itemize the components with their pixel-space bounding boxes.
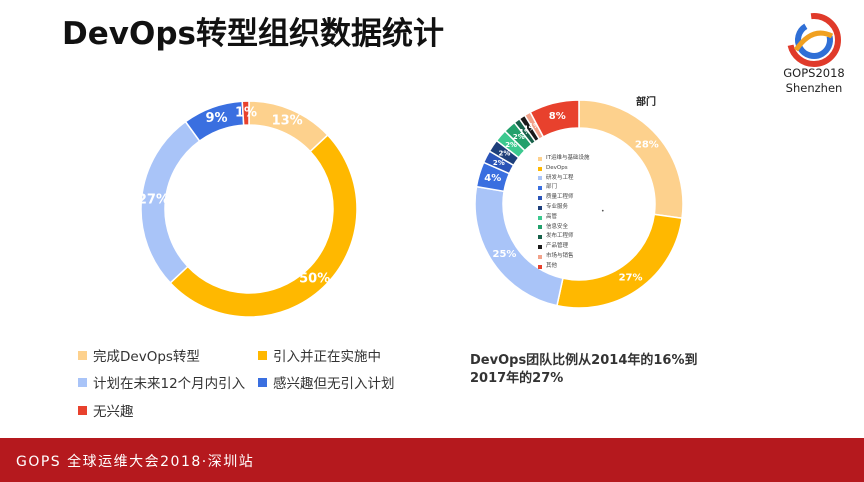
chart2-legend-label-3: 部门 <box>546 184 558 191</box>
chart2-legend-swatch-6 <box>538 215 542 220</box>
chart1-legend-swatch-3 <box>258 377 267 387</box>
logo-text-line1: GOPS2018 <box>783 66 845 80</box>
chart2-label-6: 2% <box>505 141 517 149</box>
chart2-legend-item-5: 专业服务 <box>538 203 589 213</box>
chart1-label-2: 27% <box>138 192 169 207</box>
chart2-legend-swatch-2 <box>538 176 542 181</box>
chart2-legend-label-6: 高管 <box>546 213 558 220</box>
chart1-legend-item-3: 感兴趣但无引入计划 <box>258 372 395 392</box>
footer-text: GOPS 全球运维大会2018·深圳站 <box>16 454 255 470</box>
chart2-legend-label-9: 产品管理 <box>546 243 569 250</box>
chart1-legend-item-4: 无兴趣 <box>78 400 134 420</box>
chart2-label-0: 28% <box>635 139 659 150</box>
chart2-label-1: 27% <box>619 272 643 283</box>
chart2-legend-label-5: 专业服务 <box>546 203 569 210</box>
chart2-label-10: 1% <box>528 122 540 130</box>
chart1-legend-label-0: 完成DevOps转型 <box>93 349 200 365</box>
chart1-label-1: 50% <box>299 271 330 286</box>
chart2-legend-label-7: 信息安全 <box>546 223 569 230</box>
chart2-legend-item-4: 质量工程师 <box>538 193 589 203</box>
chart2-legend-label-2: 研发与工程 <box>546 174 574 181</box>
chart2-label-3: 4% <box>484 173 501 184</box>
chart2-title: 部门 <box>636 97 656 108</box>
chart1-label-4: 1% <box>235 106 257 121</box>
chart2-legend-item-11: 其他 <box>538 262 589 272</box>
chart1-slice-1 <box>169 134 358 318</box>
chart2-label-2: 25% <box>492 249 516 260</box>
trend-note: DevOps团队比例从2014年的16%到 2017年的27% <box>470 352 770 388</box>
chart2-legend-swatch-11 <box>538 264 542 269</box>
chart1-legend-swatch-2 <box>78 377 87 387</box>
chart2-legend-swatch-3 <box>538 186 542 191</box>
chart2-legend-item-1: DevOps <box>538 164 589 174</box>
page-title: DevOps转型组织数据统计 <box>62 16 444 52</box>
chart2-legend-item-7: 信息安全 <box>538 223 589 233</box>
chart2-legend-swatch-0 <box>538 156 542 161</box>
chart2-label-8: 1% <box>519 128 531 136</box>
chart1-legend-swatch-0 <box>78 350 87 360</box>
chart2-legend-item-10: 市场与销售 <box>538 252 589 262</box>
chart2-legend-label-10: 市场与销售 <box>546 252 574 259</box>
chart1-legend-label-3: 感兴趣但无引入计划 <box>273 376 395 392</box>
trend-note-line1: DevOps团队比例从2014年的16%到 <box>470 353 698 368</box>
chart2-legend-swatch-10 <box>538 254 542 259</box>
chart2-legend-label-1: DevOps <box>546 164 568 171</box>
chart2-label-5: 2% <box>499 150 511 158</box>
chart1-legend-label-2: 计划在未来12个月内引入 <box>93 376 246 392</box>
chart2-legend-swatch-8 <box>538 235 542 240</box>
chart2-legend-item-0: IT运维与基础设施 <box>538 154 589 164</box>
chart1-legend-label-1: 引入并正在实施中 <box>273 349 381 365</box>
chart2-legend: IT运维与基础设施 DevOps 研发与工程部门质量工程师专业服务高管信息安全发布工… <box>538 154 589 272</box>
chart1-legend-item-0: 完成DevOps转型 <box>78 345 200 365</box>
chart2-legend-swatch-1 <box>538 166 542 171</box>
chart2-legend-swatch-5 <box>538 205 542 210</box>
chart2-legend-label-11: 其他 <box>546 262 558 269</box>
chart2-slice-0 <box>578 99 684 220</box>
chart2-slice-11 <box>529 99 580 138</box>
chart2-label-4: 2% <box>493 159 505 167</box>
chart2-legend-swatch-9 <box>538 245 542 250</box>
trend-note-line2: 2017年的27% <box>470 371 564 386</box>
chart2-legend-swatch-7 <box>538 225 542 230</box>
chart2-legend-item-9: 产品管理 <box>538 242 589 252</box>
chart1-legend-item-1: 引入并正在实施中 <box>258 345 381 365</box>
chart2-label-7: 2% <box>513 133 525 141</box>
chart1-label-3: 9% <box>205 111 227 126</box>
chart2-legend-item-8: 发布工程师 <box>538 232 589 242</box>
chart1-label-0: 13% <box>272 113 303 128</box>
gops-logo-icon <box>787 13 841 67</box>
chart2-legend-item-3: 部门 <box>538 183 589 193</box>
chart2-legend-item-6: 高管 <box>538 213 589 223</box>
chart2-legend-label-8: 发布工程师 <box>546 233 574 240</box>
chart2-legend-swatch-4 <box>538 196 542 201</box>
chart1-legend-swatch-4 <box>78 405 87 415</box>
footer-bar: GOPS 全球运维大会2018·深圳站 <box>0 438 864 482</box>
chart1-legend-item-2: 计划在未来12个月内引入 <box>78 372 245 392</box>
chart1-slice-4 <box>241 100 250 126</box>
logo-text-line2: Shenzhen <box>785 81 843 95</box>
chart2-label-9: 1% <box>524 125 536 133</box>
chart1-legend-label-4: 无兴趣 <box>93 404 134 420</box>
chart1-legend-swatch-1 <box>258 350 267 360</box>
chart2-legend-item-2: 研发与工程 <box>538 174 589 184</box>
chart2-legend-label-4: 质量工程师 <box>546 194 574 201</box>
chart2-label-11: 8% <box>549 111 566 122</box>
stray-dot: • <box>601 208 605 215</box>
chart2-legend-label-0: IT运维与基础设施 <box>546 155 590 161</box>
